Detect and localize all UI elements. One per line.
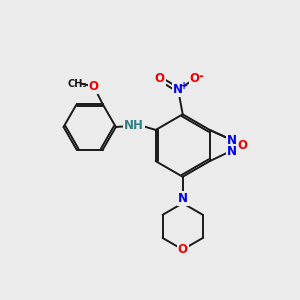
Text: O: O	[89, 80, 99, 93]
Text: NH: NH	[124, 119, 144, 132]
Text: +: +	[180, 81, 188, 92]
Text: O: O	[178, 243, 188, 256]
Text: O: O	[237, 139, 248, 152]
Text: N: N	[227, 145, 237, 158]
Text: N: N	[173, 83, 183, 97]
Text: N: N	[227, 134, 237, 147]
Text: N: N	[178, 192, 188, 205]
Text: CH₃: CH₃	[67, 79, 87, 88]
Text: O: O	[155, 72, 165, 85]
Text: -: -	[199, 70, 204, 83]
Text: O: O	[190, 72, 200, 85]
